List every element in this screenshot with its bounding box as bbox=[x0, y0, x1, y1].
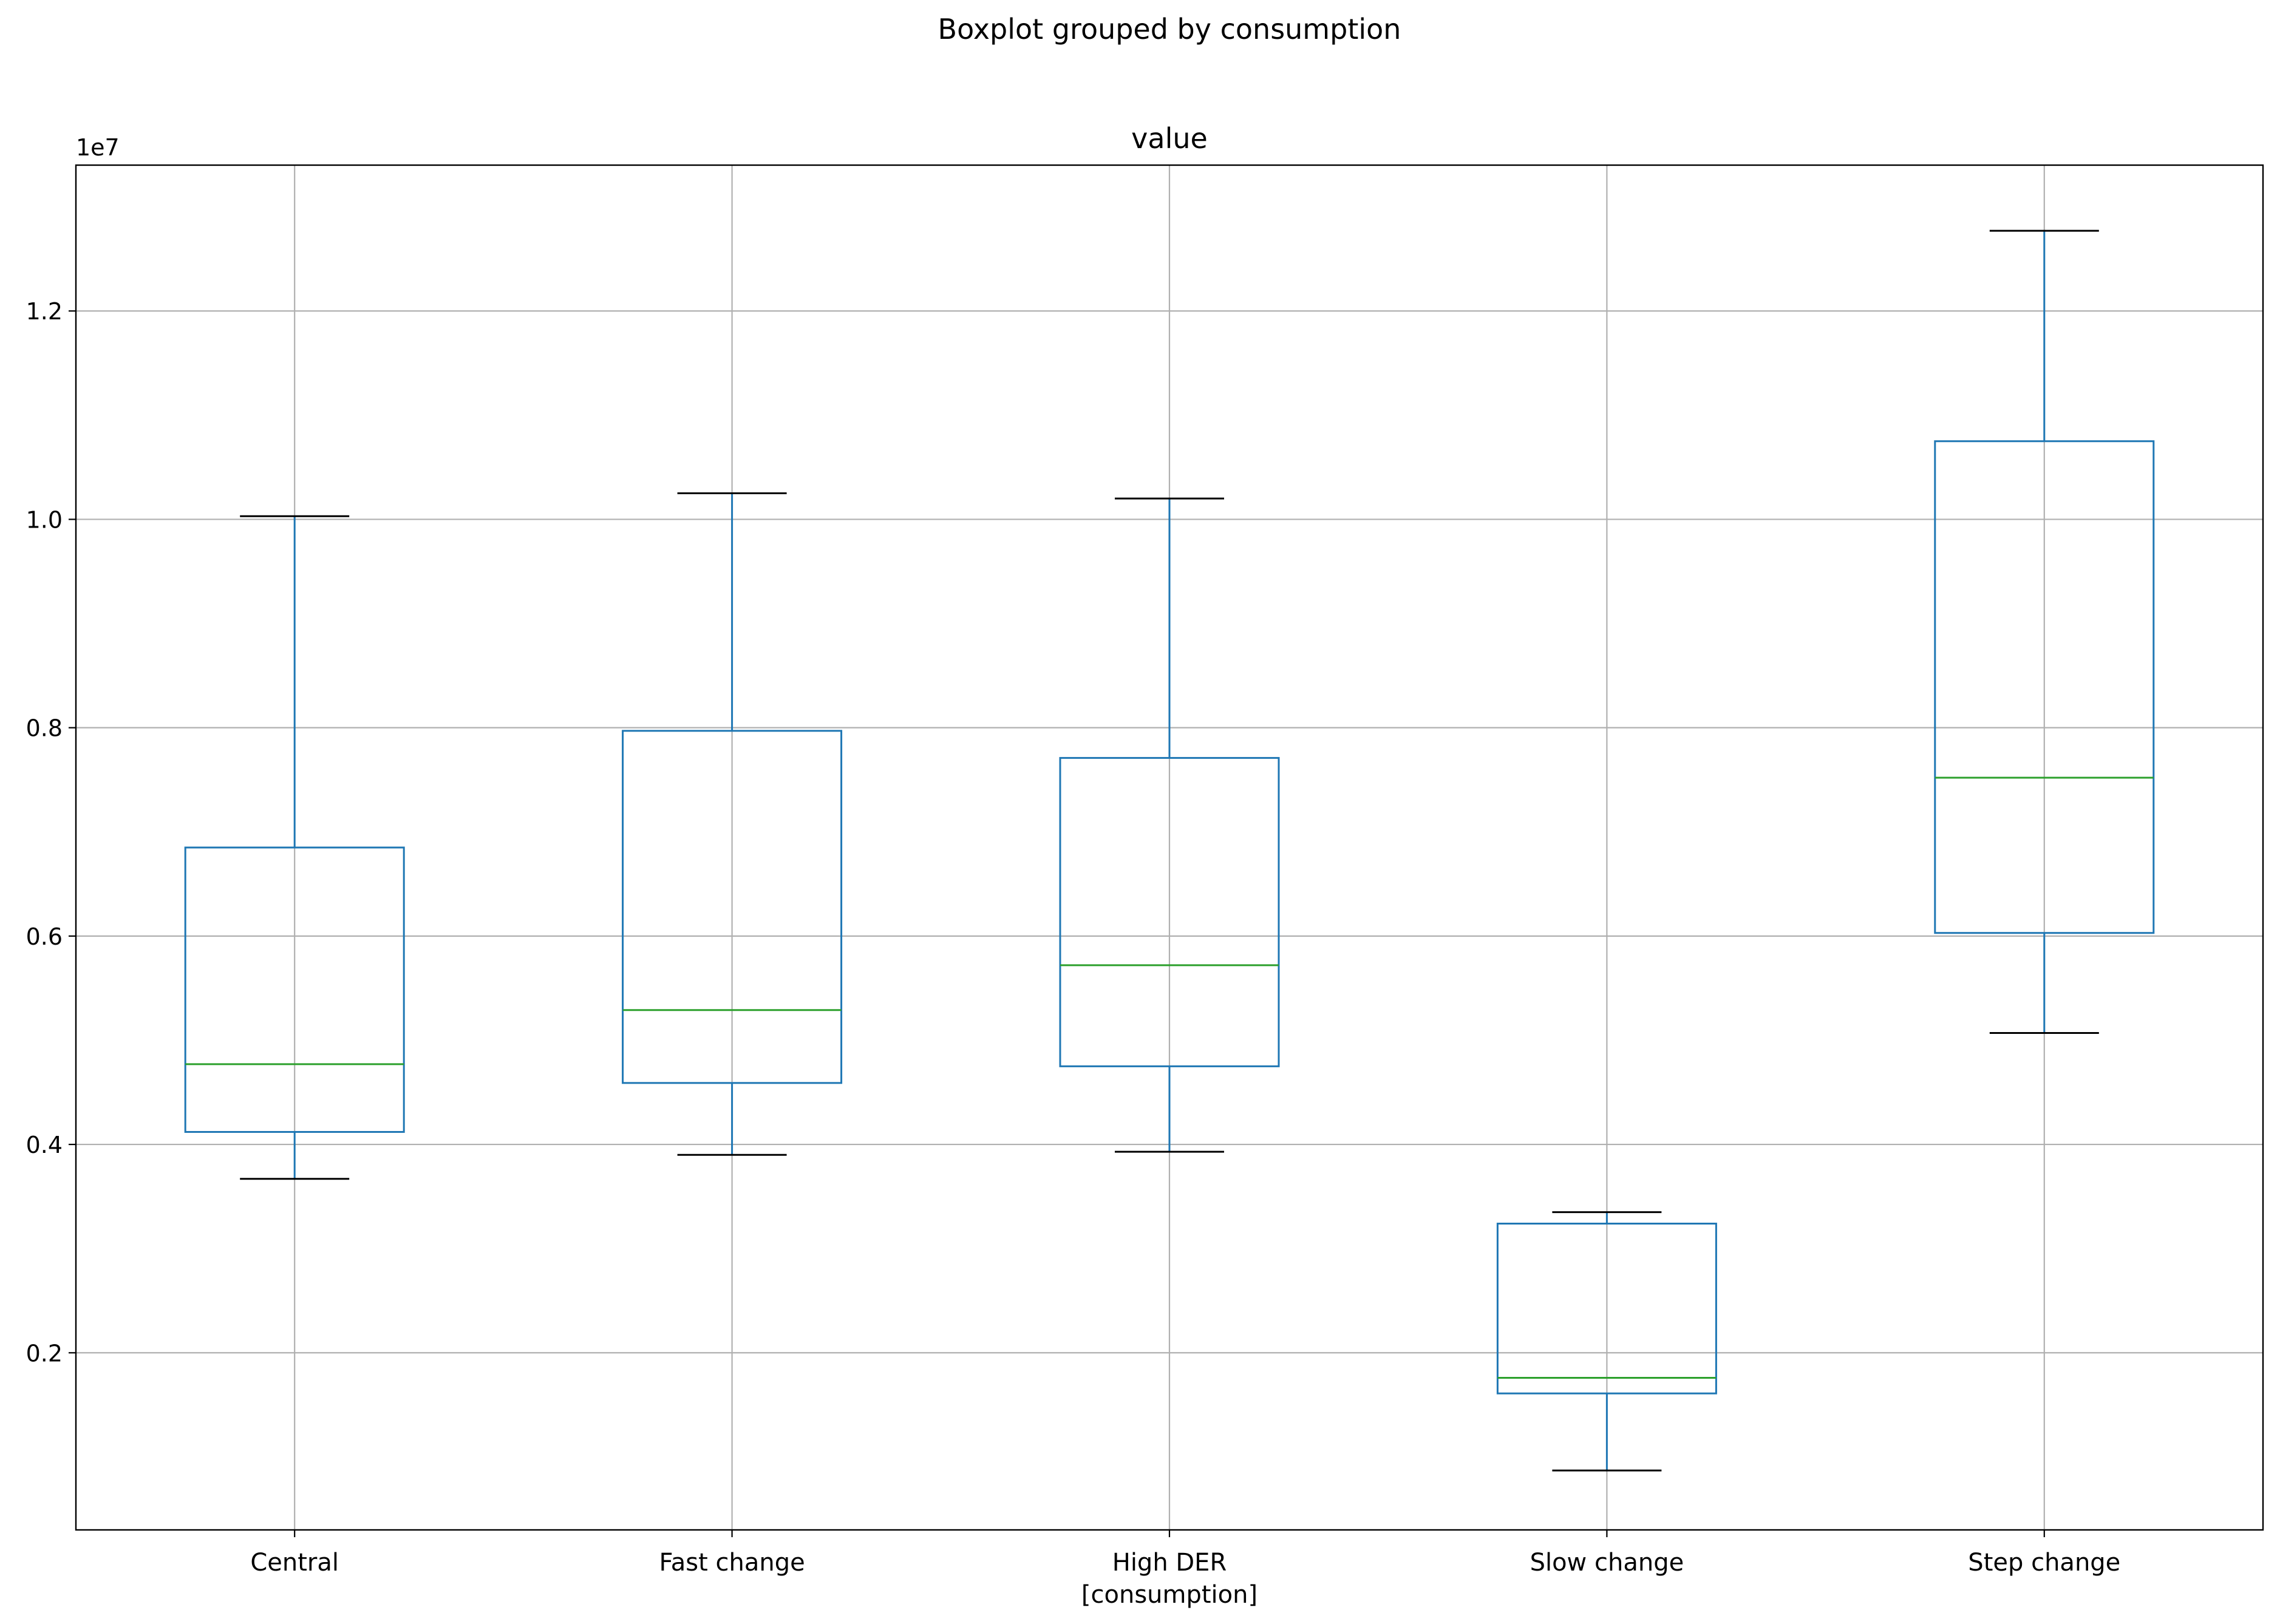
box-iqr bbox=[1496, 1222, 1717, 1395]
x-tick-label: Fast change bbox=[659, 1549, 805, 1577]
chart-title: value bbox=[1131, 122, 1208, 155]
x-tick-label: Step change bbox=[1968, 1549, 2120, 1577]
y-offset-label: 1e7 bbox=[76, 134, 120, 161]
y-tick-label: 0.2 bbox=[26, 1340, 63, 1367]
box-iqr bbox=[1059, 756, 1280, 1067]
axes-frame bbox=[75, 164, 2264, 1531]
y-tick-label: 0.4 bbox=[26, 1132, 63, 1158]
x-tick-label: High DER bbox=[1112, 1549, 1227, 1577]
y-tick-label: 1.0 bbox=[26, 506, 63, 533]
x-tick-label: Central bbox=[250, 1549, 339, 1577]
plot-area: 0.2 0.4 0.6 0.8 1.0 1.2 Central Fast change High… bbox=[26, 164, 2264, 1577]
y-tick-label: 0.8 bbox=[26, 715, 63, 742]
y-tick-label: 0.6 bbox=[26, 923, 63, 950]
y-tick-label: 1.2 bbox=[26, 298, 63, 325]
box-iqr bbox=[1934, 440, 2155, 934]
x-tick-label: Slow change bbox=[1530, 1549, 1684, 1577]
box-iqr bbox=[184, 846, 405, 1133]
box-iqr bbox=[622, 730, 843, 1084]
x-axis-label: [consumption] bbox=[1081, 1581, 1257, 1609]
chart-suptitle: Boxplot grouped by consumption bbox=[938, 13, 1401, 46]
